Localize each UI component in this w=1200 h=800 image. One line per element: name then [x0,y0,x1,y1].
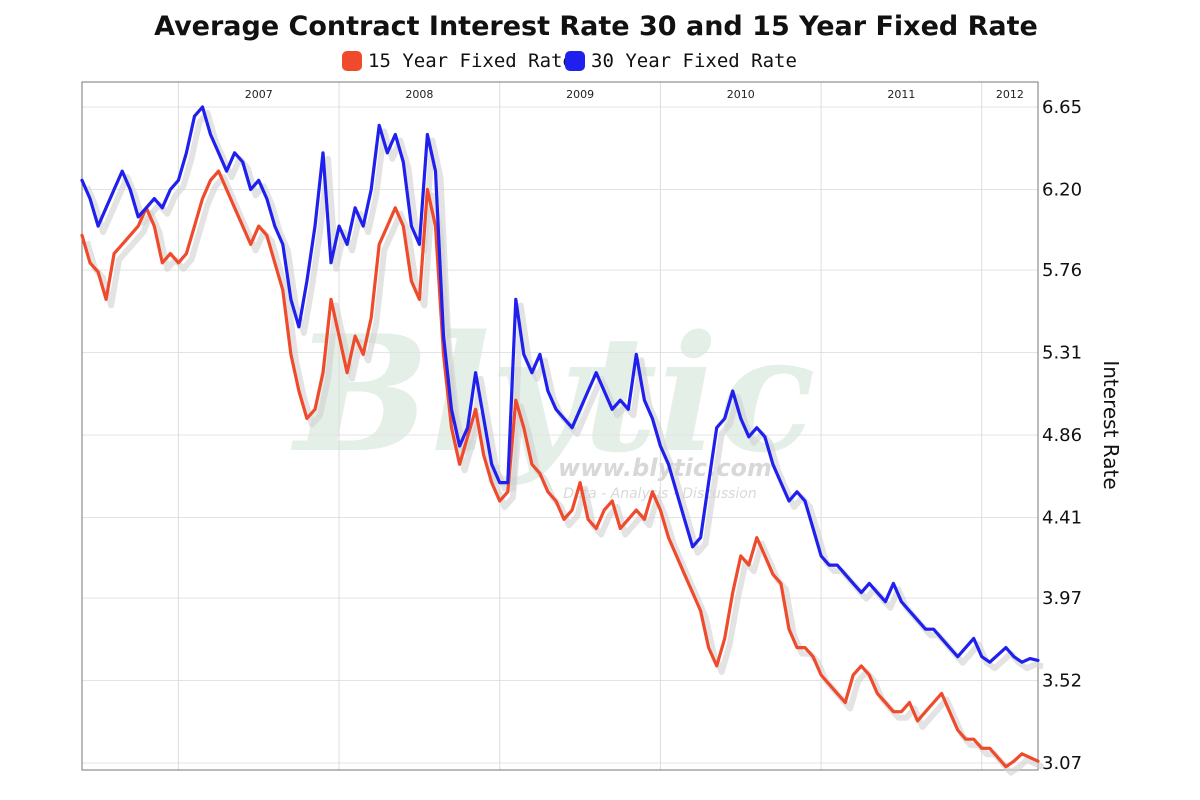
year-tick-label: 2007 [245,88,273,101]
legend-swatch-15-year [342,51,362,71]
series-line-15-year [80,169,1040,769]
x-axis-year-labels: 2007 2008 2009 2010 2011 2012 [245,88,1024,101]
year-tick-label: 2009 [566,88,594,101]
y-tick-label: 4.86 [1042,425,1082,446]
y-tick-label: 6.20 [1042,179,1082,200]
y-axis-tick-labels: 6.65 6.20 5.76 5.31 4.86 4.41 3.97 3.52 3.07 [1042,97,1082,774]
y-tick-label: 3.97 [1042,588,1082,609]
legend: 15 Year Fixed Rate 30 Year Fixed Rate [342,50,797,72]
legend-label-15-year: 15 Year Fixed Rate [368,50,574,72]
year-tick-label: 2012 [996,88,1024,101]
chart-title: Average Contract Interest Rate 30 and 15… [154,11,1038,42]
y-tick-label: 3.52 [1042,671,1082,692]
year-tick-label: 2010 [727,88,755,101]
y-tick-label: 5.31 [1042,343,1082,364]
legend-swatch-30-year [565,51,585,71]
series-lines [80,105,1040,769]
y-tick-label: 6.65 [1042,97,1082,118]
year-tick-label: 2011 [887,88,915,101]
plot-area: 2007 2008 2009 2010 2011 2012 [80,81,1045,776]
series-line-30-year [80,105,1040,664]
plot-frame [81,81,1039,771]
y-tick-label: 3.07 [1042,753,1082,774]
y-axis-label: Interest Rate [1099,360,1123,489]
year-tick-label: 2008 [405,88,433,101]
y-tick-label: 5.76 [1042,260,1082,281]
legend-label-30-year: 30 Year Fixed Rate [591,50,797,72]
y-tick-label: 4.41 [1042,507,1082,528]
